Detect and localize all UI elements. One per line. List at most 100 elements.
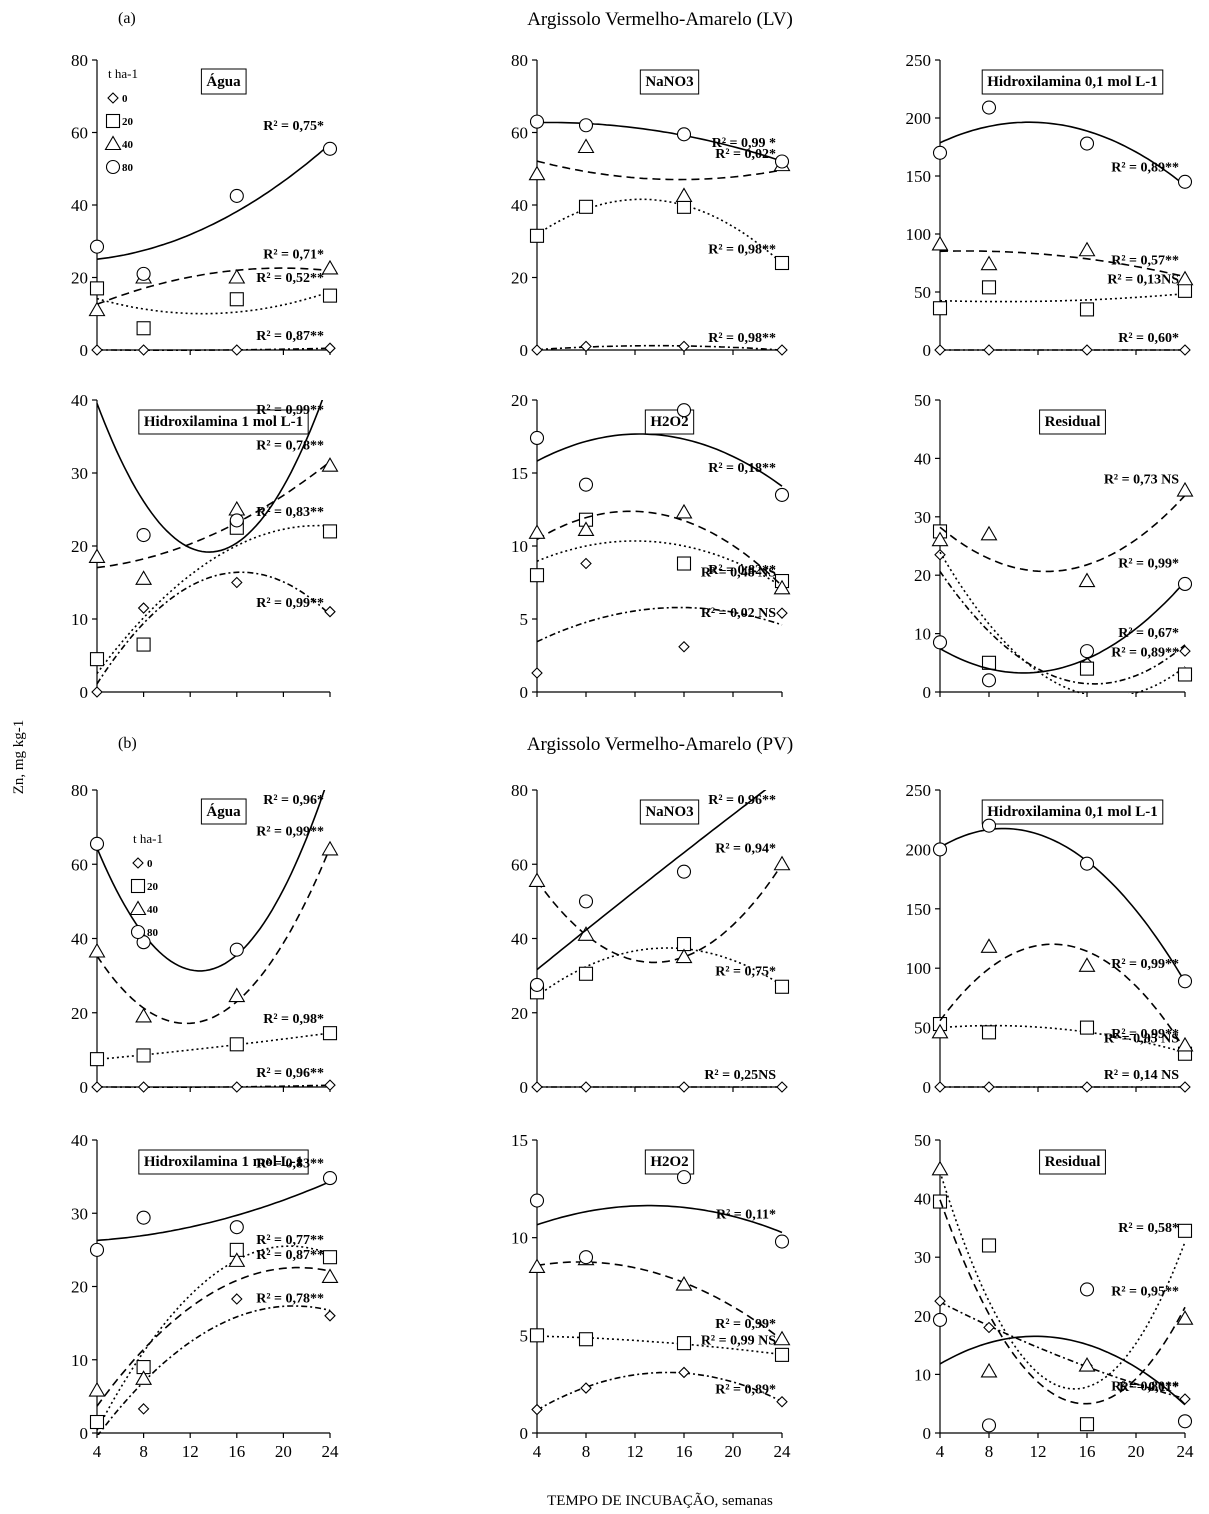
r2-label: R² = 0,98* bbox=[263, 1012, 324, 1027]
data-point bbox=[231, 1293, 243, 1305]
data-point bbox=[1081, 1081, 1093, 1093]
legend-title: t ha-1 bbox=[133, 831, 163, 846]
data-point bbox=[89, 1052, 105, 1067]
r2-label: R² = 0,99** bbox=[256, 825, 324, 840]
y-tick-label: 0 bbox=[923, 683, 932, 702]
data-point bbox=[322, 524, 338, 539]
data-point bbox=[1079, 1020, 1095, 1035]
r2-label: R² = 0,99** bbox=[1111, 957, 1179, 972]
data-point bbox=[531, 1081, 543, 1093]
data-point bbox=[980, 938, 998, 953]
svg-text:Hidroxilamina 0,1 mol L-1: Hidroxilamina 0,1 mol L-1 bbox=[987, 804, 1158, 820]
r2-label: R² = 0,78** bbox=[256, 1291, 324, 1306]
panel-title: Água bbox=[200, 798, 247, 825]
r2-label: R² = 0,89** bbox=[1111, 161, 1179, 176]
data-point bbox=[135, 570, 153, 585]
data-point bbox=[776, 344, 788, 356]
legend-title: t ha-1 bbox=[108, 66, 138, 81]
r2-label: R² = 0,89* bbox=[715, 1383, 776, 1398]
r2-label: R² = 0,96** bbox=[708, 793, 776, 808]
y-tick-label: 100 bbox=[906, 225, 932, 244]
data-point bbox=[932, 301, 948, 316]
data-point bbox=[322, 1250, 338, 1265]
data-point bbox=[1176, 481, 1194, 497]
data-point bbox=[1081, 344, 1093, 356]
y-tick-label: 10 bbox=[511, 537, 528, 556]
r2-label: R² = 0,99 * bbox=[712, 136, 776, 151]
x-tick-label: 20 bbox=[275, 1442, 292, 1461]
data-point bbox=[1079, 644, 1095, 659]
data-point bbox=[89, 281, 105, 296]
data-point bbox=[774, 979, 790, 994]
legend: t ha-1 0 20 40 80 bbox=[129, 831, 163, 940]
trend-line bbox=[939, 943, 1186, 1051]
x-tick-label: 16 bbox=[676, 1442, 693, 1461]
panel-a-letter: (a) bbox=[118, 10, 136, 27]
data-point bbox=[580, 340, 592, 353]
data-point bbox=[528, 165, 546, 181]
data-point bbox=[136, 1048, 151, 1063]
data-point bbox=[322, 141, 338, 156]
series-0: R² = 0,02 NS bbox=[531, 557, 788, 679]
data-point bbox=[676, 403, 692, 418]
y-tick-label: 30 bbox=[914, 1248, 931, 1267]
trend-line bbox=[96, 267, 331, 306]
y-tick-label: 0 bbox=[80, 1424, 89, 1443]
data-point bbox=[774, 154, 790, 169]
r2-label: R² = 0,78** bbox=[256, 439, 324, 454]
data-point bbox=[1078, 241, 1096, 257]
y-tick-label: 60 bbox=[71, 855, 88, 874]
y-tick-label: 10 bbox=[71, 610, 88, 629]
subplot: 0 10 20 30 40 50 Residual R² = 0,67* R² = 0,89**… bbox=[914, 391, 1194, 702]
r2-label: R² = 0,71* bbox=[263, 248, 324, 263]
data-point bbox=[228, 987, 246, 1003]
data-point bbox=[91, 344, 103, 356]
series-80: R² = 0,18** bbox=[529, 403, 790, 502]
data-point bbox=[1176, 1036, 1194, 1052]
data-point bbox=[321, 457, 339, 472]
data-point bbox=[529, 114, 545, 129]
data-point bbox=[229, 1220, 244, 1235]
svg-text:Hidroxilamina 0,1 mol L-1: Hidroxilamina 0,1 mol L-1 bbox=[987, 74, 1158, 90]
data-point bbox=[528, 524, 546, 539]
data-point bbox=[675, 503, 693, 519]
y-tick-label: 0 bbox=[520, 1424, 529, 1443]
data-point bbox=[981, 100, 997, 115]
data-point bbox=[529, 1328, 545, 1343]
legend-marker bbox=[130, 878, 146, 894]
series-0: R² = 0,89* bbox=[531, 1366, 788, 1416]
section-a-title: Argissolo Vermelho-Amarelo (LV) bbox=[527, 9, 793, 30]
r2-label: R² = 0,75* bbox=[715, 964, 776, 979]
legend-label: 0 bbox=[147, 858, 153, 870]
svg-text:Água: Água bbox=[206, 803, 241, 820]
data-point bbox=[1177, 1414, 1193, 1429]
data-point bbox=[934, 1295, 946, 1307]
r2-label: R² = 0,83** bbox=[256, 505, 324, 520]
data-point bbox=[932, 635, 948, 650]
series-20: R² = 0,13NS bbox=[932, 273, 1193, 317]
panel-title: Hidroxilamina 1 mol L-1 bbox=[138, 409, 309, 435]
trend-line bbox=[96, 1245, 331, 1431]
y-tick-label: 50 bbox=[914, 1019, 931, 1038]
y-tick-label: 10 bbox=[914, 1365, 931, 1384]
data-point bbox=[675, 948, 693, 964]
data-point bbox=[675, 187, 693, 202]
y-tick-label: 20 bbox=[511, 1004, 528, 1023]
y-tick-label: 50 bbox=[914, 283, 931, 302]
r2-label: R² = 0,02 NS bbox=[701, 606, 776, 621]
r2-label: R² = 0,99** bbox=[1111, 1027, 1179, 1042]
series-0: R² = 0,78** bbox=[91, 1291, 336, 1435]
data-point bbox=[931, 1160, 949, 1176]
y-tick-label: 150 bbox=[906, 167, 932, 186]
y-tick-label: 0 bbox=[923, 1078, 932, 1097]
data-point bbox=[231, 344, 243, 356]
subplot: 0 10 20 30 40 4 8 12 16 20 24 Hidroxilamina 1 mol L… bbox=[71, 1131, 339, 1461]
trend-line bbox=[536, 1204, 783, 1234]
r2-label: R² = 0,25NS bbox=[704, 1068, 776, 1083]
trend-line bbox=[939, 827, 1186, 983]
data-point bbox=[529, 568, 545, 583]
subplot: 0 20 40 60 80 Água R² = 0,87** R² = 0,52** R² = … bbox=[71, 51, 339, 360]
data-point bbox=[231, 576, 243, 589]
y-tick-label: 30 bbox=[71, 1204, 88, 1223]
trend-line bbox=[939, 292, 1186, 303]
